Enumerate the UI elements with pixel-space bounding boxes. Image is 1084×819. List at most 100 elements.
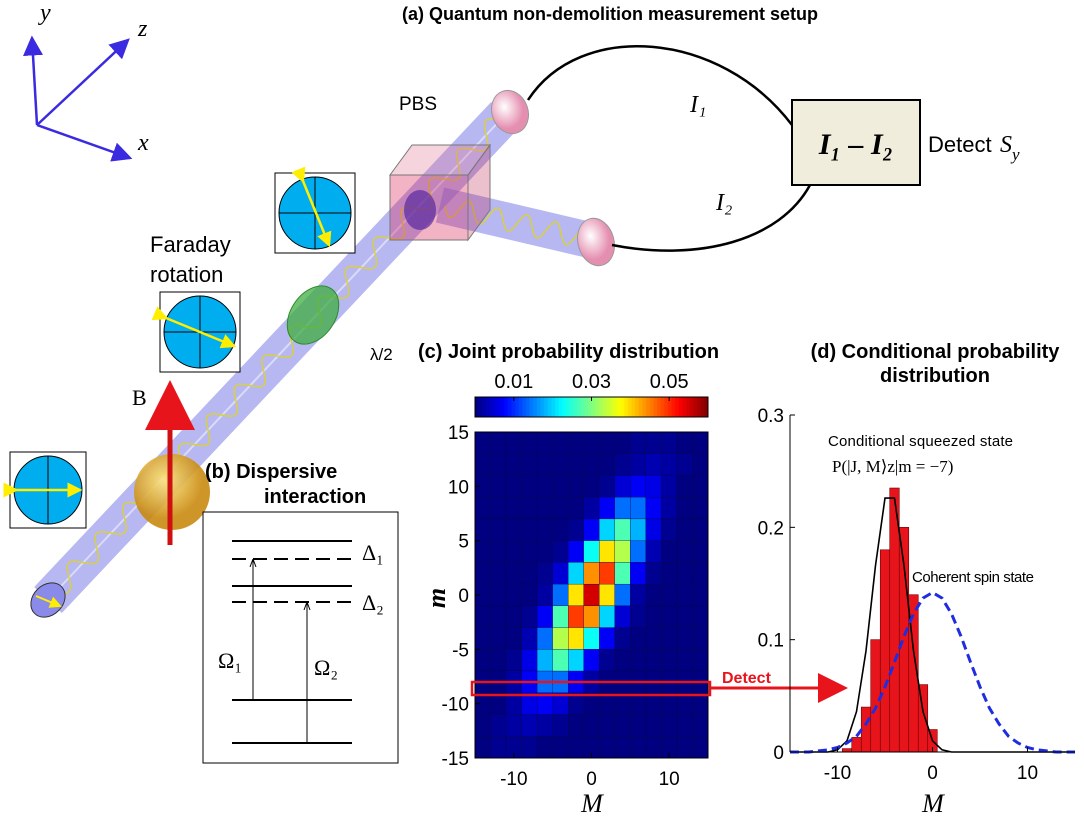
colorbar-strip [609, 397, 614, 417]
heatmap-cell [599, 649, 615, 672]
heatmap-cell [599, 475, 615, 498]
heatmap-cell [692, 605, 709, 628]
y-tick-label: 0 [458, 586, 469, 607]
colorbar-strip [678, 397, 684, 417]
heatmap-cell [490, 475, 507, 498]
heatmap-cell [490, 518, 507, 541]
y-tick-label: -5 [452, 640, 469, 661]
y-tick-label: 5 [458, 532, 469, 553]
coordinate-axes [23, 35, 133, 162]
heatmap-cell [552, 453, 569, 476]
heatmap-cell [474, 518, 491, 541]
colorbar-strip [518, 397, 523, 417]
heatmap-cell [661, 714, 678, 737]
heatmap-cell [490, 736, 507, 759]
colorbar-strip [602, 397, 607, 417]
heatmap-cell [474, 562, 491, 585]
heatmap-cell [505, 562, 522, 585]
colorbar-strip [642, 397, 647, 417]
heatmap-cell [552, 431, 569, 454]
heatmap-cell [692, 562, 709, 585]
heatmap-cell [692, 453, 709, 476]
heatmap-cell [599, 431, 615, 454]
y-tick-label: 10 [448, 477, 469, 498]
heatmap-cell [490, 431, 507, 454]
heatmap-cell [490, 497, 507, 520]
heatmap-cell [614, 714, 631, 737]
heatmap-cell [536, 736, 553, 759]
colorbar-strip [591, 397, 596, 417]
colorbar-strip [697, 397, 702, 417]
heatmap-cell [645, 627, 662, 650]
polarization-icon [274, 166, 356, 254]
polarization-icon [151, 291, 241, 373]
colorbar-strip [704, 397, 709, 417]
detuning-label: Δ₂ [362, 590, 384, 615]
colorbar-strip [693, 397, 698, 417]
heatmap-cell [676, 453, 693, 476]
heatmap-cell [676, 736, 693, 759]
colorbar-strip [500, 397, 505, 417]
wire [526, 45, 793, 126]
heatmap-cell [490, 714, 507, 737]
heatmap-cell [583, 497, 600, 520]
heatmap-cell [536, 540, 553, 563]
heatmap-cell [568, 649, 584, 672]
heatmap-cell [645, 475, 662, 498]
colorbar-tick-label: 0.01 [494, 371, 533, 393]
formula-annotation: P(|J, M⟩z|m = −7) [832, 457, 953, 476]
colorbar-strip [529, 397, 534, 417]
colorbar-strip [649, 397, 654, 417]
heatmap-cell [552, 540, 569, 563]
colorbar-strip [616, 397, 622, 417]
heatmap-cell [630, 714, 647, 737]
heatmap-cell [474, 497, 491, 520]
colorbar-strip [587, 397, 592, 417]
colorbar-strip [551, 397, 556, 417]
heatmap-cell [614, 736, 631, 759]
heatmap-cell [692, 583, 709, 607]
heatmap-cell [661, 453, 678, 476]
y-tick-label: 0.2 [758, 518, 784, 539]
setup-title: (a) Quantum non-demolition measurement s… [402, 4, 818, 24]
heatmap-cell [568, 475, 584, 498]
curve [790, 590, 1075, 754]
x-tick-label: -10 [500, 769, 527, 790]
heatmap-cell [583, 431, 600, 454]
heatmap-cell [568, 562, 584, 585]
colorbar-strip [522, 397, 527, 417]
stokes-label: Sy [1000, 132, 1020, 164]
heatmap-cell [599, 453, 615, 476]
subtractor-label: I₁ – I₂ [818, 128, 893, 161]
polarization-arrow [35, 595, 62, 608]
detector [577, 217, 615, 267]
heatmap-cell [599, 518, 615, 541]
heatmap-cell [568, 497, 584, 520]
heatmap-cell [676, 562, 693, 585]
colorbar-strip [482, 397, 487, 417]
heatmap-cell [630, 736, 647, 759]
heatmap-cell [630, 431, 647, 454]
heatmap-cell [490, 649, 507, 672]
heatmap-cell [614, 431, 631, 454]
heatmap-cell [490, 562, 507, 585]
heatmap-cell [568, 453, 584, 476]
heatmap-cell [583, 562, 600, 585]
heatmap-cell [630, 475, 647, 498]
colorbar-strip [638, 397, 643, 417]
colorbar-strip [689, 397, 694, 417]
dispersive-title: interaction [264, 486, 366, 508]
curve-annotation: Coherent spin state [912, 569, 1034, 586]
heatmap-cell [505, 627, 522, 650]
x-tick-label: 10 [659, 769, 680, 790]
heatmap-cell [676, 540, 693, 563]
heatmap-cell [661, 540, 678, 563]
heatmap-cell [583, 649, 600, 672]
heatmap-cell [552, 627, 569, 650]
colorbar-strip [569, 397, 574, 417]
heatmap-cell [692, 518, 709, 541]
heatmap-cell [630, 540, 647, 563]
heatmap-cell [536, 431, 553, 454]
wire [611, 184, 812, 252]
